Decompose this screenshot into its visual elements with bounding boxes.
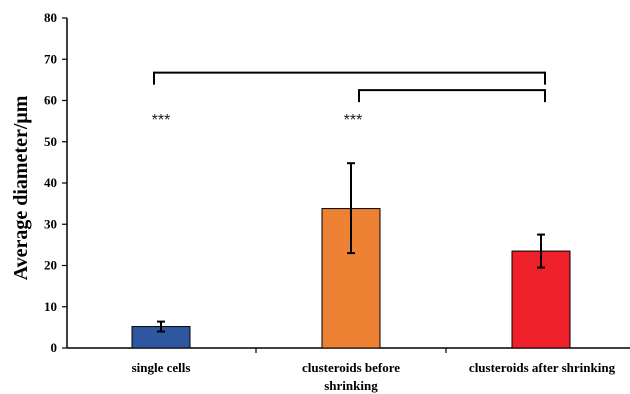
category-label-1-line-0: clusteroids before [302, 360, 400, 375]
category-label-0-line-0: single cells [132, 360, 191, 375]
category-label-0: single cells [132, 360, 191, 375]
category-label-1: clusteroids before shrinking [302, 360, 400, 393]
y-tick-label-7: 70 [44, 51, 57, 66]
error-bars [157, 162, 545, 333]
significance-label-0: *** [152, 112, 171, 129]
y-tick-label-8: 80 [44, 10, 57, 25]
y-tick-label-1: 10 [44, 299, 57, 314]
significance-label-1: *** [344, 112, 363, 129]
y-tick-label-6: 60 [44, 93, 57, 108]
category-label-2-line-0: clusteroids after shrinking [469, 360, 616, 375]
y-axis-title: Average diameter/μm [10, 95, 32, 280]
significance-bracket-1 [358, 89, 546, 103]
y-tick-label-4: 40 [44, 175, 57, 190]
y-tick-label-0: 0 [51, 340, 58, 355]
y-tick-label-5: 50 [44, 134, 57, 149]
category-label-1-line-1: shrinking [324, 378, 378, 393]
axes: 0 10 20 30 40 50 60 70 80 Average diameter/μm [10, 10, 630, 355]
significance-brackets: *** *** [152, 71, 546, 129]
significance-bracket-0 [153, 71, 546, 85]
y-tick-label-3: 30 [44, 216, 57, 231]
category-labels: single cells clusteroids before shrinkingc… [132, 360, 616, 393]
y-tick-label-2: 20 [44, 258, 57, 273]
category-label-2: clusteroids after shrinking [469, 360, 616, 375]
